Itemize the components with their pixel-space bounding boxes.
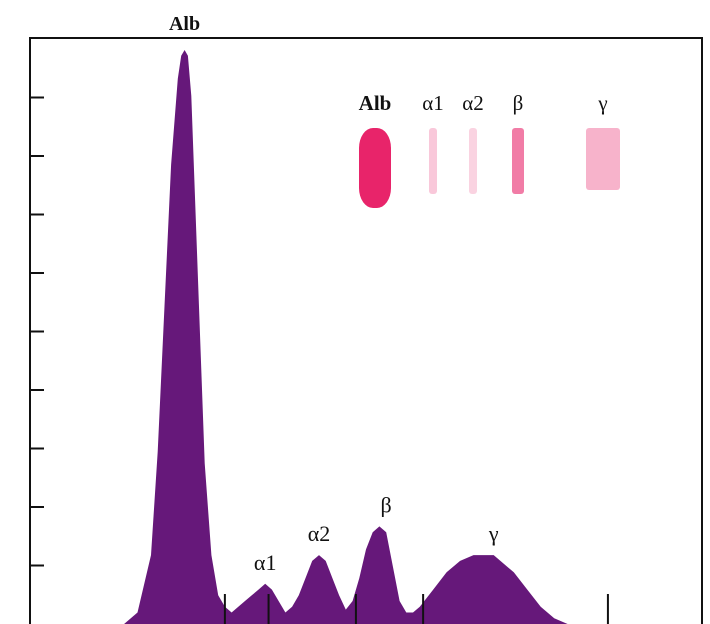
peak-label: α1 — [254, 550, 277, 575]
gel-band — [512, 128, 524, 194]
peak-label: β — [381, 492, 392, 517]
gel-band — [429, 128, 437, 194]
peak-label: γ — [488, 521, 499, 546]
band-label: γ — [597, 91, 607, 115]
peak-label: Alb — [169, 13, 200, 35]
band-label: α2 — [462, 91, 484, 115]
protein-profile-area — [124, 50, 568, 624]
gel-band — [586, 128, 620, 190]
peak-label: α2 — [308, 521, 331, 546]
band-label: β — [513, 91, 524, 115]
band-label: α1 — [422, 91, 444, 115]
gel-band — [359, 128, 391, 208]
gel-band — [469, 128, 477, 194]
plot-frame — [29, 37, 703, 624]
band-label: Alb — [359, 91, 392, 115]
electrophoresis-band-strip: Alb α1 α2 β γ — [359, 91, 620, 208]
